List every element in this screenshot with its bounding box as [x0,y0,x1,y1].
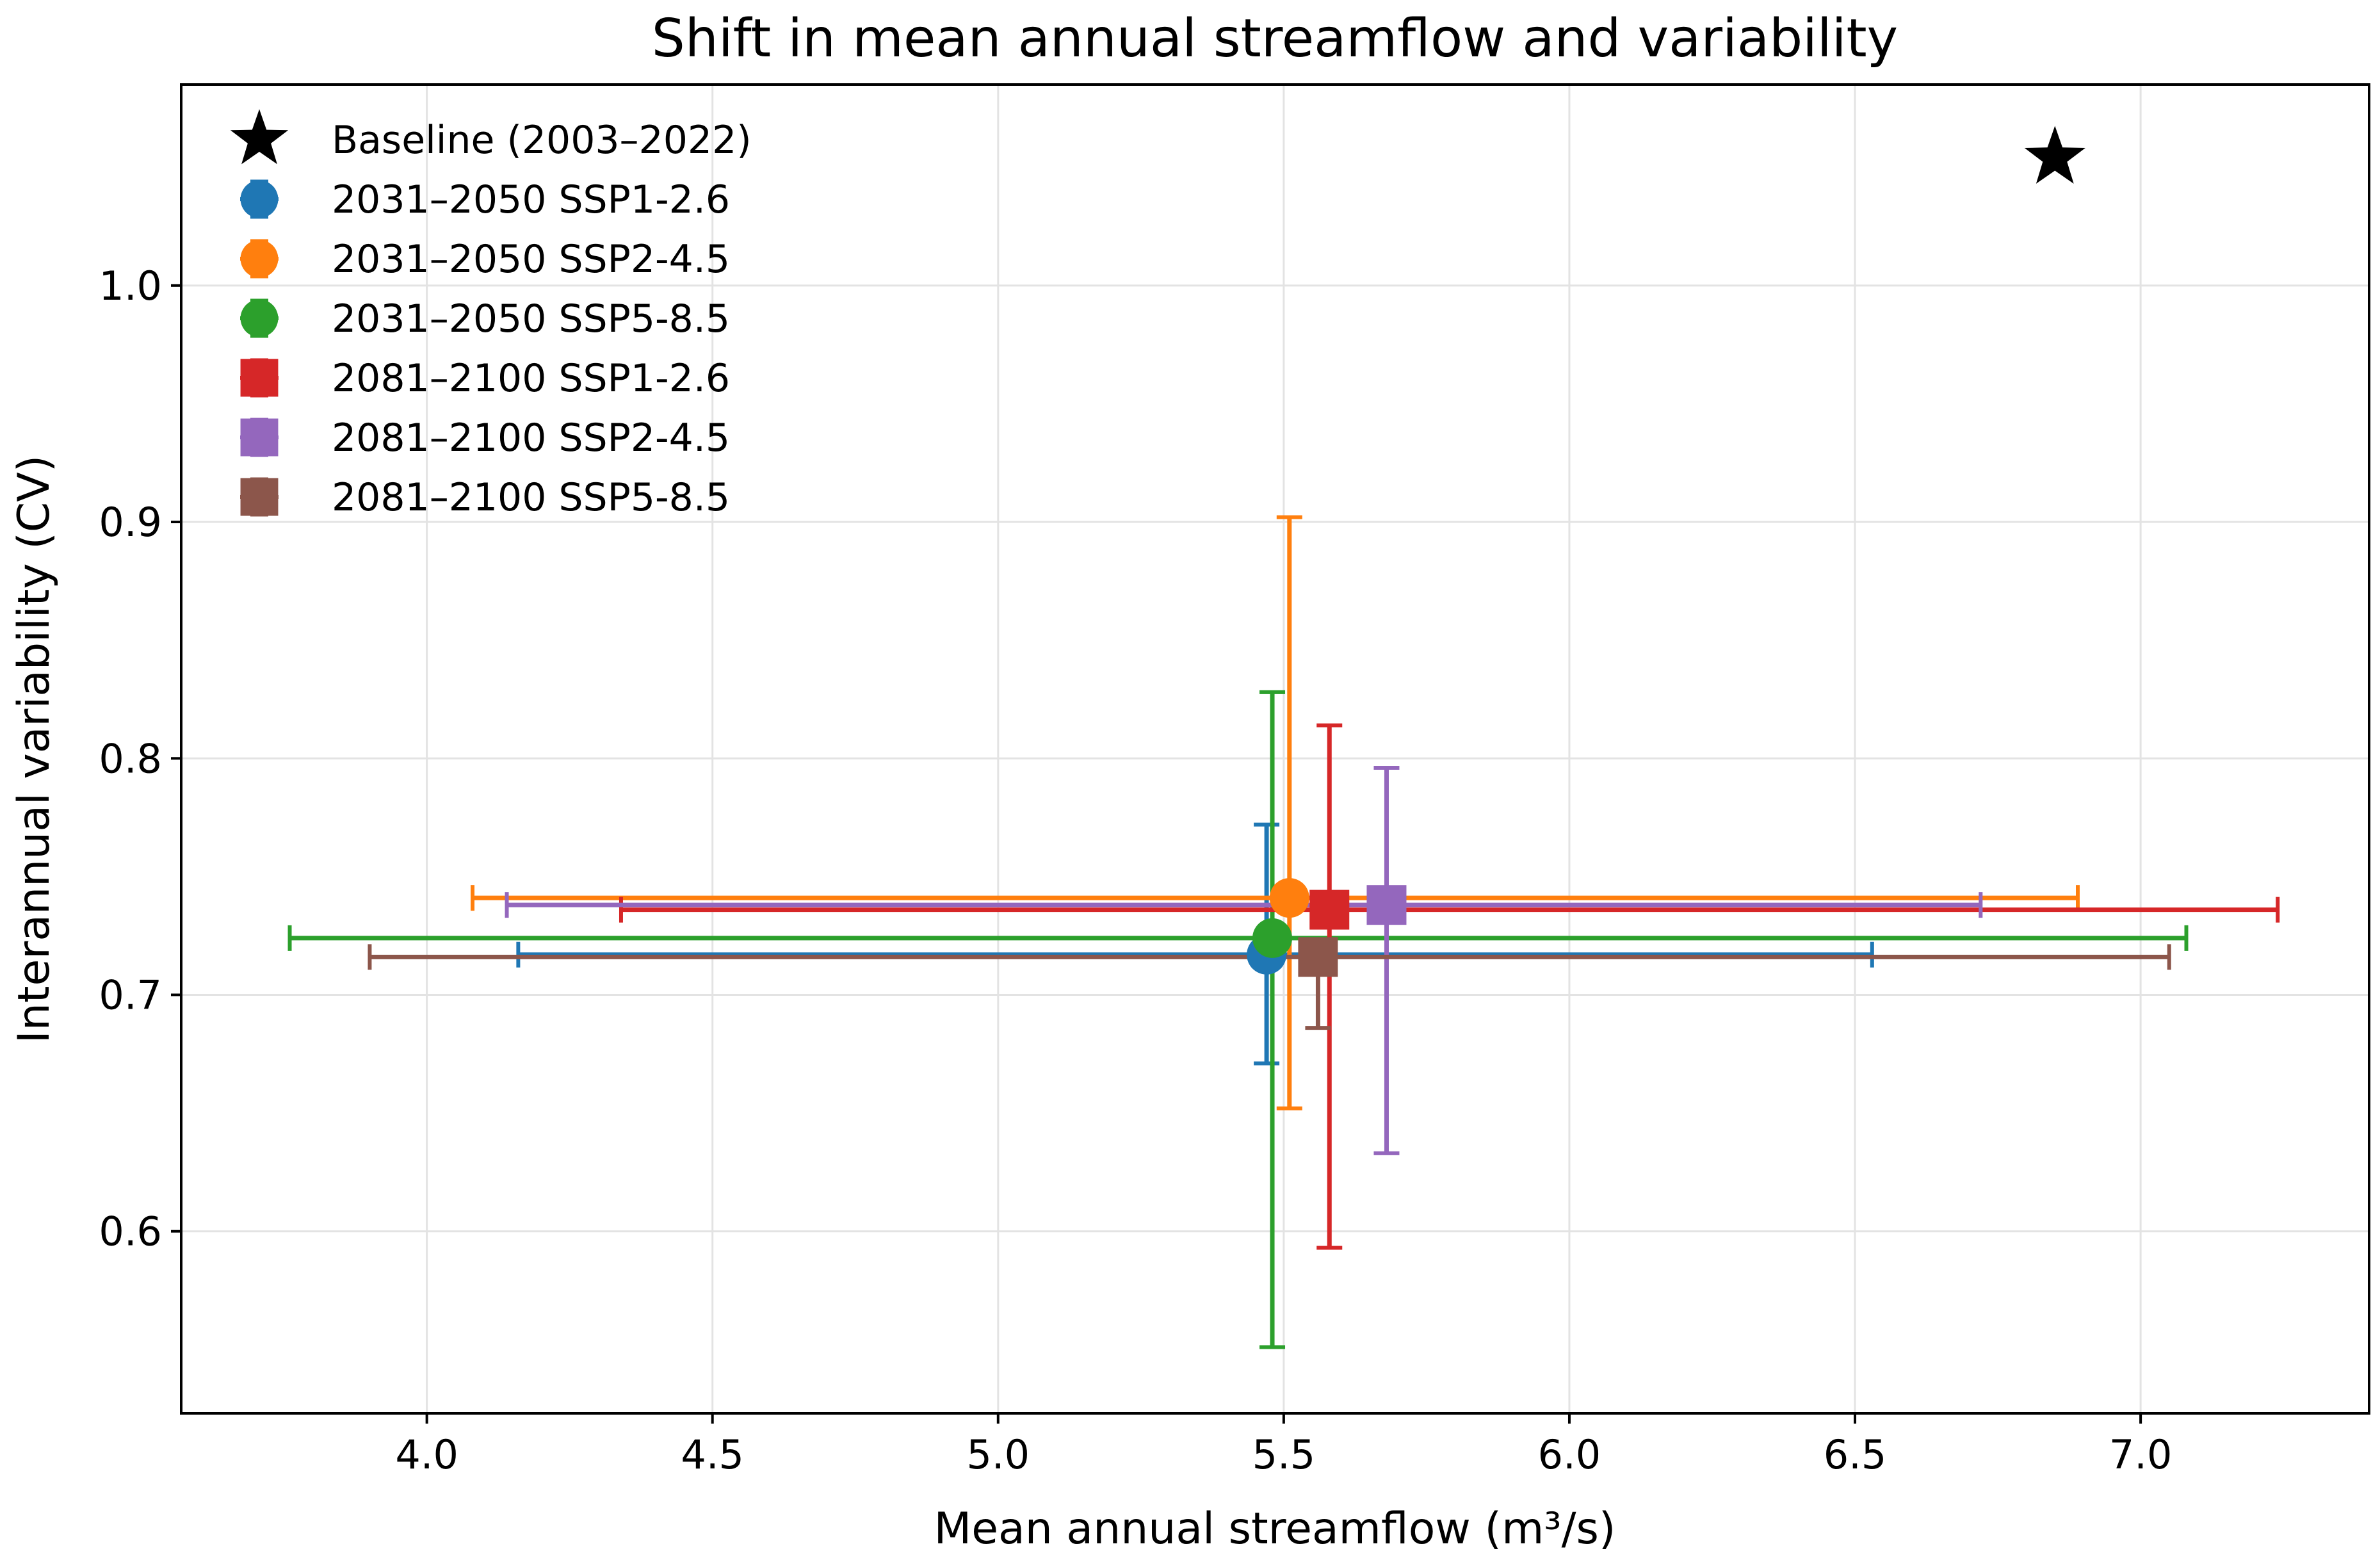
legend-marker [230,109,289,165]
legend-label: Baseline (2003–2022) [332,118,752,163]
legend: Baseline (2003–2022) 2031–2050 SSP1-2.6 20… [230,109,752,520]
y-tick-label: 0.8 [99,735,162,782]
x-tick-label: 7.0 [2109,1431,2173,1478]
x-tick-label: 6.0 [1538,1431,1601,1478]
y-tick-label: 1.0 [99,263,162,309]
error-bars [287,515,2280,1349]
x-tick-label: 5.5 [1252,1431,1316,1478]
legend-label: 2081–2100 SSP1-2.6 [332,356,730,401]
chart-title: Shift in mean annual streamflow and vari… [652,8,1898,69]
data-point [1309,890,1350,930]
legend-marker [240,299,279,337]
legend-marker [240,418,279,457]
data-point [1298,937,1338,977]
x-tick-label: 4.5 [681,1431,744,1478]
data-point [1252,918,1293,958]
y-tick-label: 0.9 [99,499,162,546]
x-tick-label: 4.0 [395,1431,458,1478]
plot-frame [180,83,2370,1415]
grid [181,85,2369,1413]
legend-marker [240,180,279,218]
legend-label: 2031–2050 SSP2-4.5 [332,237,730,282]
legend-marker [240,478,279,516]
legend-label: 2081–2100 SSP5-8.5 [332,475,730,520]
legend-label: 2031–2050 SSP5-8.5 [332,297,730,341]
legend-label: 2081–2100 SSP2-4.5 [332,416,730,460]
data-point [1269,878,1309,918]
x-axis-label: Mean annual streamflow (m³/s) [934,1504,1616,1554]
x-tick-label: 6.5 [1824,1431,1887,1478]
y-tick-label: 0.7 [99,971,162,1018]
axis-ticks: 4.0 4.5 5.0 5.5 6.0 6.5 7.0 0.6 0.7 0.8 0.9 1.0 [99,263,2172,1478]
legend-marker [240,359,279,397]
y-tick-label: 0.6 [99,1208,162,1255]
data-point [2024,126,2085,184]
legend-marker [240,240,279,278]
y-axis-label: Interannual variability (CV) [9,455,60,1044]
x-tick-label: 5.0 [966,1431,1030,1478]
legend-label: 2031–2050 SSP1-2.6 [332,177,730,222]
data-point [1366,885,1407,925]
data-markers [1247,126,2085,977]
